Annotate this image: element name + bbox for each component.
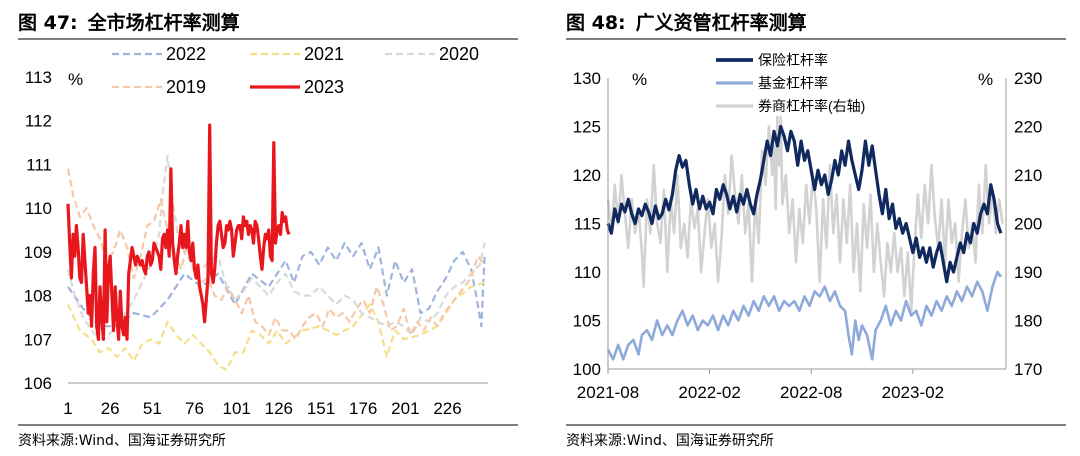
right-line-chart: 100 105 110 115 120 125 130 170 180 190 200 210 220 2… — [573, 52, 1043, 402]
x-tick-label: 26 — [101, 399, 120, 418]
legend-label-2021: 2021 — [304, 44, 344, 64]
left-source-note: 资料来源:Wind、国海证券研究所 — [18, 433, 226, 449]
legend-label-2023: 2023 — [304, 77, 344, 97]
legend-label-2020: 2020 — [439, 44, 479, 64]
x-tick-label: 126 — [265, 399, 293, 418]
left-chart-title: 图 47: 全市场杠杆率测算 — [18, 8, 250, 35]
left-y-tick-label: 125 — [573, 118, 601, 137]
left-y-tick-label: 110 — [574, 263, 601, 282]
right-y-tick-label: 210 — [1014, 166, 1042, 185]
y-tick-label: 107 — [24, 330, 52, 349]
series-line-fund — [606, 270, 1002, 361]
legend-label-2022: 2022 — [166, 44, 206, 64]
y-tick-label: 113 — [25, 68, 52, 87]
legend-label-insurance: 保险杠杆率 — [758, 52, 828, 68]
left-y-tick-label: 115 — [574, 215, 601, 234]
y-tick-label: 110 — [25, 199, 52, 218]
y-unit-label: % — [68, 70, 83, 89]
right-source-note: 资料来源:Wind、国海证券研究所 — [566, 433, 774, 449]
right-y-tick-label: 220 — [1014, 118, 1042, 137]
y-tick-label: 109 — [24, 243, 52, 262]
series-line-broker — [606, 115, 1004, 313]
legend-label-fund: 基金杠杆率 — [758, 75, 828, 91]
right-y-tick-label: 230 — [1014, 69, 1042, 88]
x-tick-label: 51 — [143, 399, 162, 418]
y-tick-label: 106 — [24, 374, 52, 393]
series-line-2021 — [66, 281, 485, 371]
left-y-tick-label: 105 — [573, 312, 601, 331]
right-figure-label: 图 48: — [566, 12, 626, 34]
y-tick-label: 108 — [24, 287, 52, 306]
series-line-2020 — [66, 154, 486, 341]
right-chart-title: 图 48: 广义资管杠杆率测算 — [566, 8, 817, 35]
x-tick-label: 176 — [349, 399, 377, 418]
x-tick-label: 2023-02 — [882, 383, 944, 402]
left-chart-panel: 图 47: 全市场杠杆率测算 106 107 108 109 110 111 112 113 1 2… — [0, 0, 520, 456]
x-tick-label: 1 — [63, 399, 72, 418]
x-tick-label: 226 — [433, 399, 461, 418]
right-y-tick-label: 190 — [1014, 263, 1042, 282]
right-y-unit-label: % — [978, 70, 993, 89]
x-tick-label: 2022-02 — [678, 383, 740, 402]
left-y-unit-label: % — [632, 70, 647, 89]
x-tick-label: 201 — [391, 399, 419, 418]
x-tick-label: 76 — [185, 399, 204, 418]
series-line-2023 — [66, 123, 291, 341]
left-y-tick-label: 130 — [573, 69, 601, 88]
legend-label-2019: 2019 — [166, 77, 206, 97]
right-source-rule — [566, 424, 1066, 426]
right-y-tick-label: 200 — [1014, 215, 1042, 234]
left-y-tick-label: 100 — [573, 360, 601, 379]
left-source-rule — [18, 424, 518, 426]
legend-label-broker: 券商杠杆率(右轴) — [758, 98, 865, 114]
right-y-tick-label: 180 — [1014, 312, 1042, 331]
right-chart-panel: 图 48: 广义资管杠杆率测算 100 105 110 115 120 125 130 170 1… — [548, 0, 1068, 456]
left-title-text: 全市场杠杆率测算 — [87, 12, 240, 34]
x-tick-label: 2021-08 — [577, 383, 639, 402]
x-tick-label: 2022-08 — [780, 383, 842, 402]
x-tick-label: 151 — [307, 399, 335, 418]
x-tick-label: 101 — [222, 399, 250, 418]
right-y-tick-label: 170 — [1014, 360, 1042, 379]
y-tick-label: 111 — [26, 155, 52, 174]
right-title-rule — [566, 38, 1066, 40]
right-title-text: 广义资管杠杆率测算 — [635, 12, 807, 34]
left-title-rule — [18, 38, 518, 40]
left-y-tick-label: 120 — [573, 166, 601, 185]
series-line-insurance — [606, 124, 1003, 284]
left-figure-label: 图 47: — [18, 12, 78, 34]
y-tick-label: 112 — [25, 112, 52, 131]
